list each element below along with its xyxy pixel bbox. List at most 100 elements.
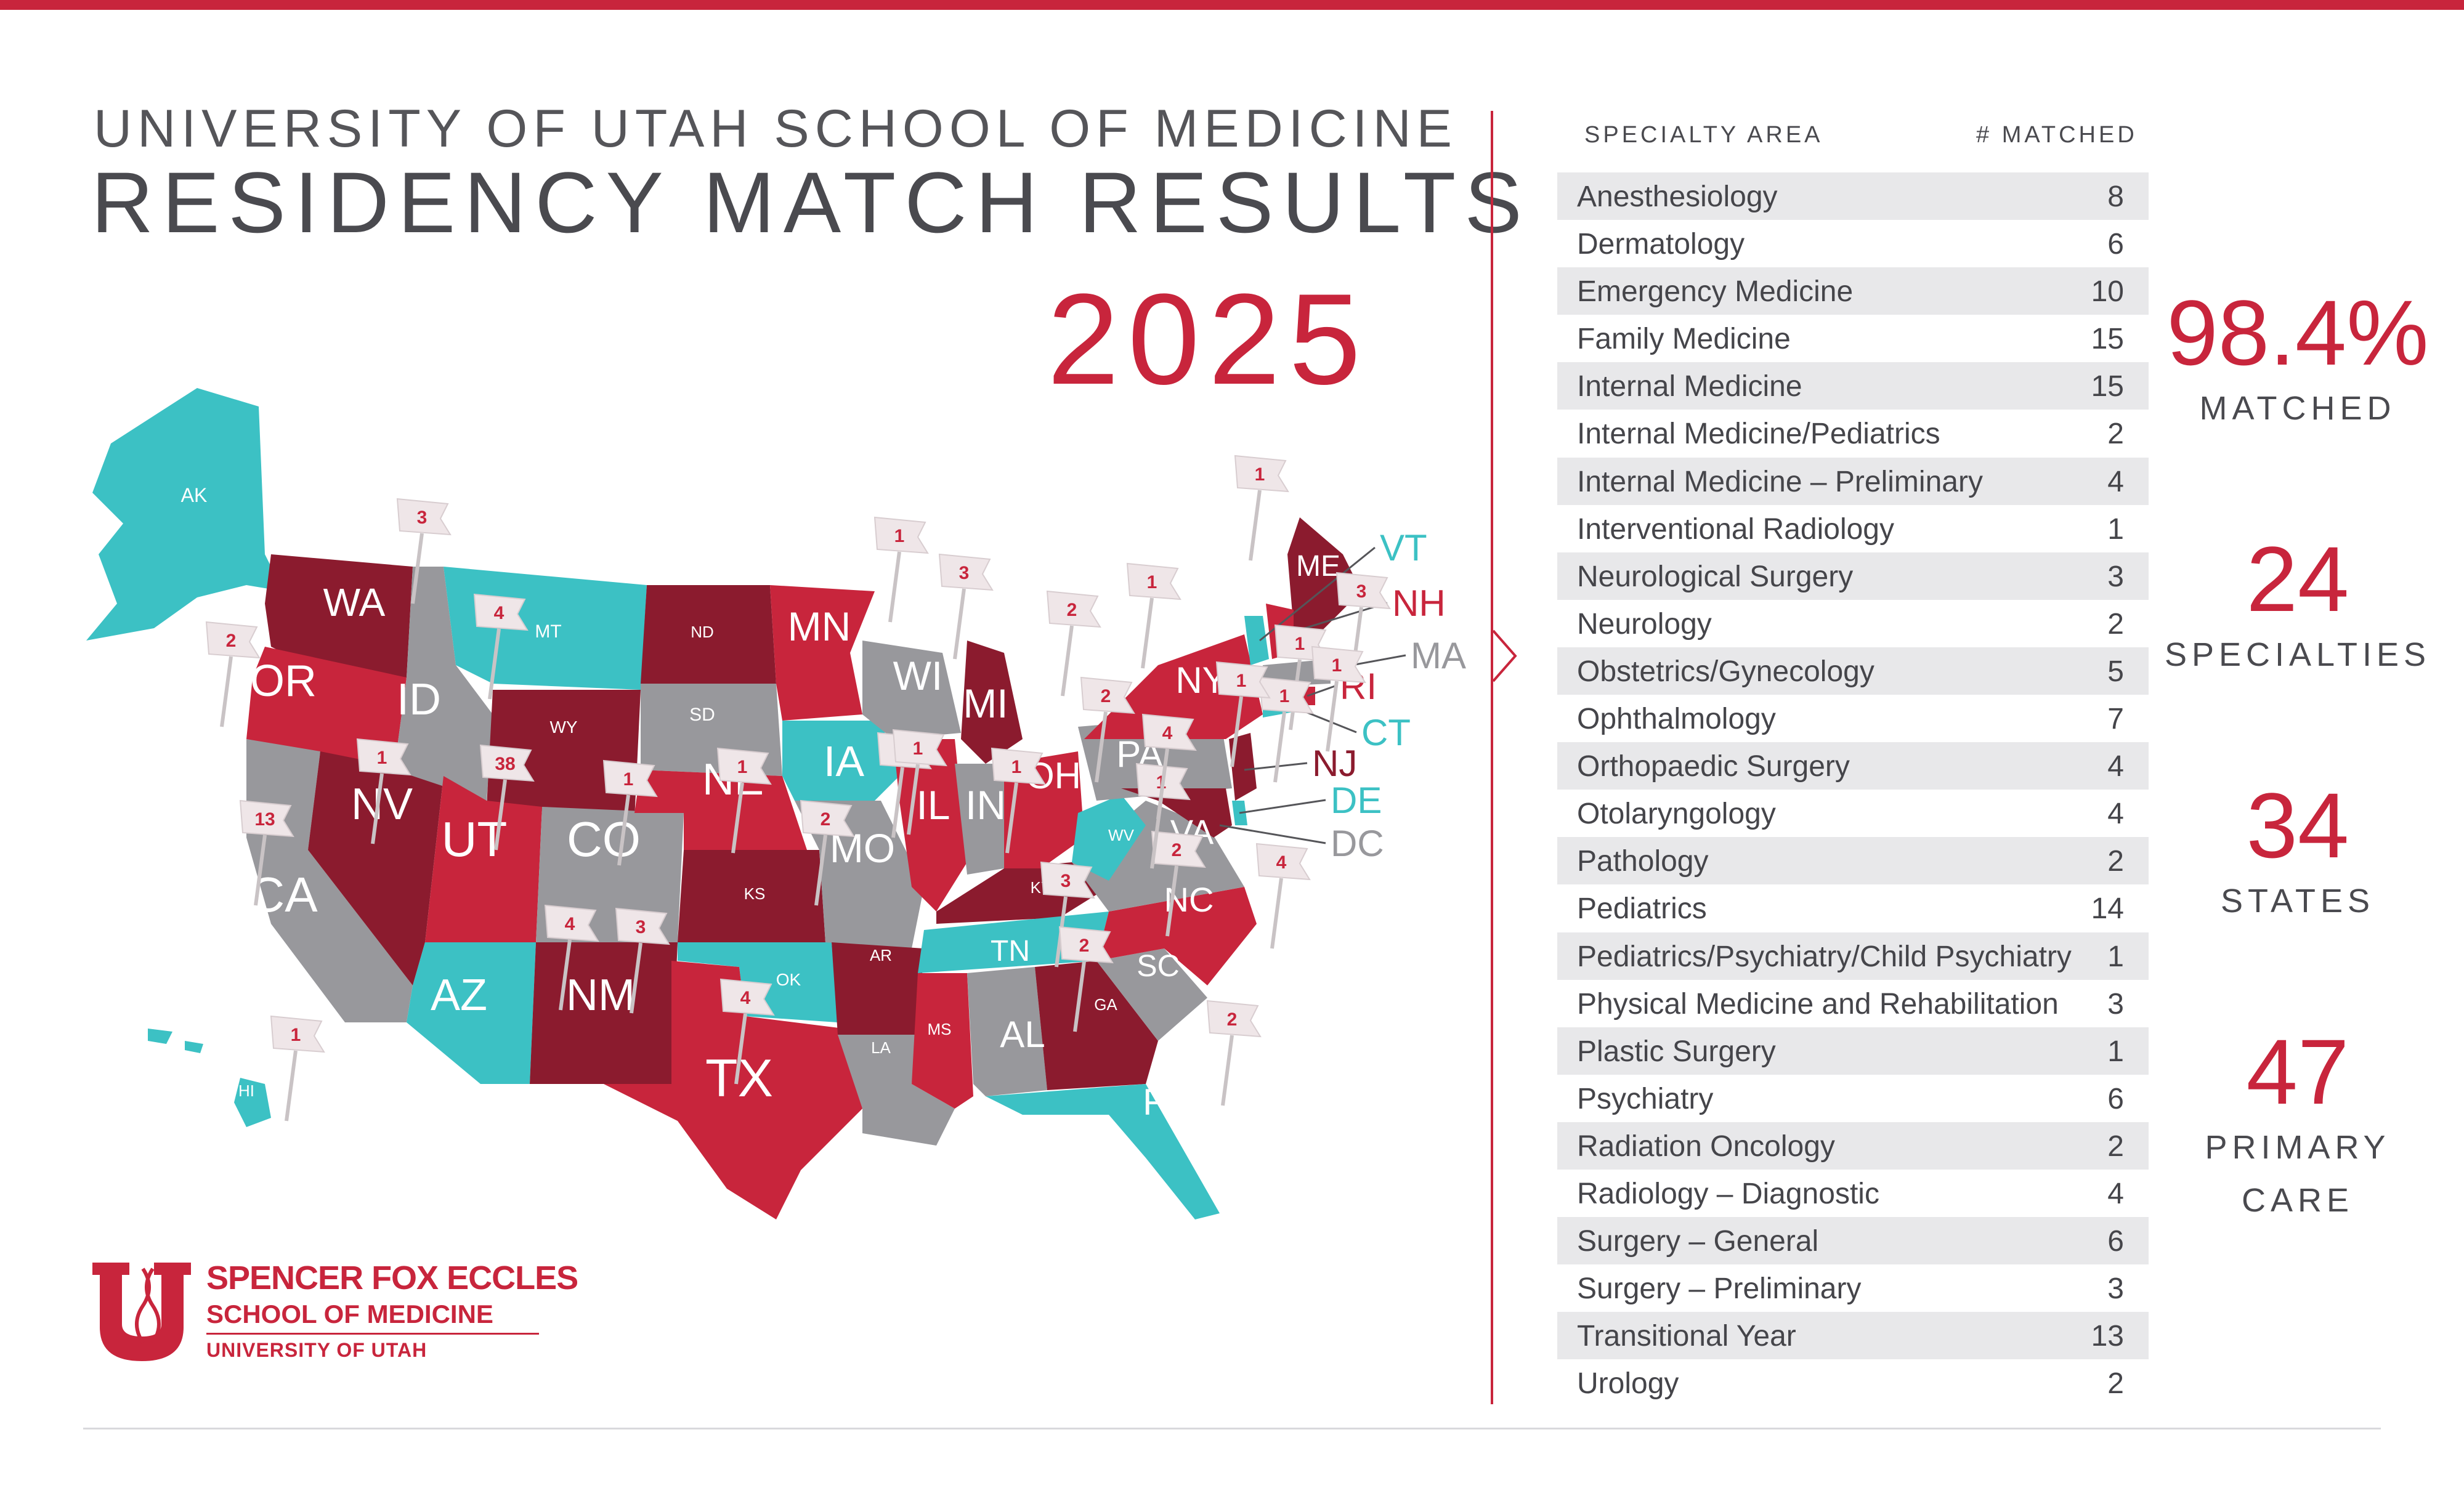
matched-count: 4 (2107, 1177, 2124, 1210)
state-az (407, 942, 536, 1084)
flag-icon (396, 498, 452, 536)
state-mo (795, 801, 924, 948)
flag-icon (991, 747, 1046, 785)
state-label-fl: FL (1143, 1082, 1186, 1123)
flag-icon (479, 744, 535, 782)
state-label-mi: MI (963, 681, 1008, 726)
state-label-wy: WY (549, 718, 577, 737)
stat-label: MATCHED (2199, 390, 2396, 427)
flag-pin-ut: 38 (479, 744, 535, 851)
specialty-name: Pediatrics/Psychiatry/Child Psychiatry (1577, 940, 2072, 973)
flag-pole (888, 551, 901, 623)
table-row: Urology 2 (1557, 1359, 2149, 1407)
state-label-la: LA (871, 1038, 891, 1057)
matched-count: 10 (2091, 275, 2124, 309)
flag-icon (1215, 661, 1271, 699)
flag-icon (1311, 645, 1366, 684)
matched-count: 2 (2107, 1130, 2124, 1163)
state-label-nj: NJ (1312, 743, 1357, 784)
flag-pin-nc: 4 (1255, 843, 1311, 949)
state-label-wi: WI (893, 653, 943, 698)
table-row: Internal Medicine – Preliminary 4 (1557, 457, 2149, 505)
logo-university: UNIVERSITY OF UTAH (206, 1339, 428, 1361)
state-label-hi: HI (238, 1082, 254, 1100)
flag-pin-id: 4 (473, 593, 529, 700)
flag-count: 3 (636, 917, 646, 937)
flag-pole (411, 533, 424, 604)
flag-icon (1255, 843, 1311, 881)
matched-count: 3 (2107, 987, 2124, 1021)
specialty-name: Psychiatry (1577, 1082, 1714, 1115)
table-row: Transitional Year 13 (1557, 1312, 2149, 1360)
specialty-name: Physical Medicine and Rehabilitation (1577, 987, 2059, 1021)
state-ms (912, 973, 973, 1109)
us-map: AKHIWAORCANVIDMTWYUTAZCONMNDSDNEKSOKTXMN… (62, 370, 1478, 1219)
state-label-id: ID (397, 675, 441, 724)
specialty-name: Neurology (1577, 607, 1712, 641)
state-label-nh: NH (1392, 583, 1446, 624)
state-label-ct: CT (1361, 712, 1411, 753)
flag-pole (1005, 782, 1018, 854)
flag-count: 1 (1236, 671, 1247, 691)
state-ne (634, 770, 807, 850)
specialty-name: Surgery – General (1577, 1225, 1819, 1258)
state-ut (425, 776, 542, 942)
column-header-specialty: SPECIALTY AREA (1584, 122, 1823, 148)
state-label-me: ME (1296, 550, 1340, 583)
flag-pole (1249, 490, 1262, 561)
flag-pole (494, 779, 507, 851)
flag-count: 4 (740, 988, 751, 1008)
state-ak (86, 388, 283, 641)
flag-count: 2 (226, 631, 237, 651)
matched-count: 4 (2107, 750, 2124, 783)
matched-count: 3 (2107, 560, 2124, 593)
flag-pin-me: 1 (1234, 455, 1289, 561)
flag-pin-ca: 13 (239, 799, 294, 906)
flag-count: 2 (1067, 600, 1077, 620)
specialty-name: Transitional Year (1577, 1320, 1796, 1353)
flag-icon (270, 1015, 325, 1053)
flag-pole (1141, 597, 1154, 669)
specialty-table: Anesthesiology 8 Dermatology 6 Emergency Med… (1557, 172, 2149, 1407)
state-label-sc: SC (1137, 948, 1179, 983)
table-row: Dermatology 6 (1557, 220, 2149, 267)
flag-icon (239, 799, 294, 838)
flag-count: 38 (495, 754, 515, 774)
state-label-vt: VT (1380, 527, 1427, 568)
specialty-name: Otolaryngology (1577, 798, 1776, 831)
specialty-name: Orthopaedic Surgery (1577, 750, 1850, 783)
flag-pin-in: 1 (991, 747, 1046, 854)
flag-count: 2 (1172, 840, 1182, 860)
specialty-name: Internal Medicine/Pediatrics (1577, 418, 1940, 451)
state-tx (604, 961, 862, 1219)
matched-count: 15 (2091, 323, 2124, 356)
flag-pin-ga: 2 (1058, 926, 1114, 1032)
table-row: Internal Medicine/Pediatrics 2 (1557, 410, 2149, 457)
state-nv (308, 751, 444, 985)
logo-name: SPENCER FOX ECCLES (206, 1259, 578, 1296)
state-label-wv: WV (1108, 826, 1135, 844)
matched-count: 6 (2107, 1225, 2124, 1258)
flag-pole (617, 794, 630, 866)
flag-pin-ne: 1 (716, 747, 772, 854)
state-il (893, 739, 967, 912)
specialty-name: Ophthalmology (1577, 703, 1776, 736)
matched-count: 3 (2107, 1272, 2124, 1306)
state-id (394, 567, 493, 801)
matched-count: 7 (2107, 703, 2124, 736)
flag-icon (544, 904, 599, 942)
flag-pin-ma: 1 (1311, 645, 1366, 752)
state-label-ak: AK (181, 484, 208, 506)
state-wi (862, 641, 961, 739)
flag-pole (488, 628, 501, 700)
matched-count: 15 (2091, 370, 2124, 403)
flag-pole (1061, 625, 1074, 697)
state-label-ga: GA (1094, 995, 1117, 1014)
flag-pin-md: 1 (1215, 661, 1271, 767)
state-fl (986, 1084, 1220, 1219)
state-nd (641, 585, 776, 684)
state-vt (1244, 616, 1269, 665)
flag-pole (1165, 865, 1178, 937)
state-label-ia: IA (824, 737, 864, 785)
stat-primary-care: 47 PRIMARY CARE (2156, 1022, 2439, 1227)
